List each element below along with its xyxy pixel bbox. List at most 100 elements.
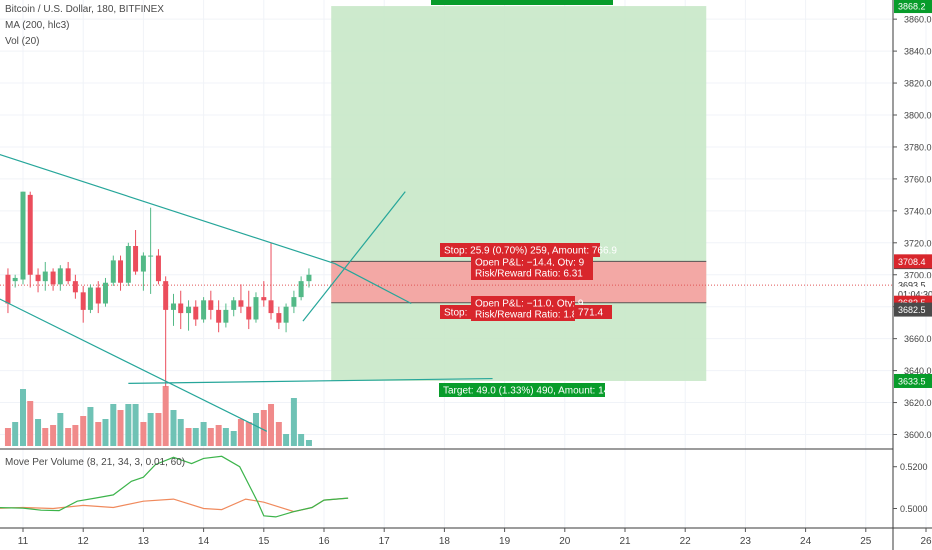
price-tick-label: 3780.0 — [904, 142, 932, 152]
price-tick-label: 3660.0 — [904, 334, 932, 344]
vol-legend[interactable]: Vol (20) — [5, 36, 40, 47]
symbol-title[interactable]: Bitcoin / U.S. Dollar, 180, BITFINEX — [5, 4, 164, 15]
stop-label-lower-left-bg — [440, 305, 472, 319]
time-tick-label: 11 — [18, 536, 29, 547]
volume-bar — [207, 428, 214, 446]
volume-bar — [65, 428, 72, 446]
volume-bar — [215, 425, 222, 446]
volume-bars — [4, 386, 312, 446]
trendline — [334, 263, 412, 305]
time-tick-label: 12 — [78, 536, 90, 547]
candle-body — [125, 245, 131, 283]
volume-bar — [275, 422, 282, 446]
price-badge-bg — [894, 302, 932, 317]
candle-body — [238, 300, 244, 307]
candle-body — [283, 306, 289, 323]
time-tick-label: 13 — [138, 536, 150, 547]
time-axis[interactable]: 11 12 13 14 15 16 17 18 19 20 21 22 23 24 25 26 — [18, 528, 932, 547]
price-badge: 01:04:30 — [898, 289, 932, 299]
candle-body — [5, 274, 11, 304]
candle-body — [72, 281, 78, 293]
candle-body — [223, 309, 229, 323]
volume-bar — [283, 434, 290, 446]
volume-bar — [95, 422, 102, 446]
price-tick-label: 3640.0 — [904, 366, 932, 376]
volume-bar — [27, 401, 34, 446]
candle-body — [291, 297, 297, 307]
candle-body — [155, 255, 161, 282]
osc-tick-label: 0.5200 — [900, 462, 928, 472]
pnl-label-lower-1: Open P&L: −11.0, Qty: 9 — [475, 299, 584, 310]
price-tick-label: 3800.0 — [904, 111, 932, 121]
position-zones — [0, 6, 893, 381]
volume-bar — [155, 413, 162, 446]
volume-bar — [87, 407, 94, 446]
price-badge: 3693.5 — [898, 281, 926, 291]
price-badge-bg — [894, 254, 932, 269]
price-axis[interactable]: 3600.03620.03640.03660.03680.03700.03720… — [893, 0, 932, 514]
oscillator-slow-line — [0, 497, 349, 513]
time-tick-label: 16 — [318, 536, 330, 547]
trendline — [0, 154, 336, 265]
volume-bar — [102, 419, 109, 446]
candle-body — [268, 300, 274, 314]
stop-label-lower-left: Stop: — [444, 308, 467, 319]
volume-bar — [57, 413, 64, 446]
volume-bar — [170, 410, 177, 446]
oscillator — [0, 455, 349, 518]
osc-tick-label: 0.5000 — [900, 504, 928, 514]
pnl-label-upper-2: Risk/Reward Ratio: 6.31 — [475, 269, 583, 280]
stop-label-upper-bg — [440, 243, 600, 257]
position-labels: Stop: 25.9 (0.70%) 259, Amount: 766.9 Ope… — [431, 0, 621, 397]
time-tick-label: 22 — [680, 536, 692, 547]
stop-label-lower-right: 771.4 — [578, 308, 603, 319]
volume-bar — [42, 428, 49, 446]
stop-label-upper: Stop: 25.9 (0.70%) 259, Amount: 766.9 — [444, 246, 617, 257]
price-badge: 3633.5 — [898, 376, 926, 386]
price-tick-label: 3620.0 — [904, 398, 932, 408]
target-label-bg — [439, 383, 605, 397]
candle-body — [306, 274, 312, 282]
volume-bar — [35, 419, 42, 446]
time-tick-label: 18 — [439, 536, 451, 547]
candle-body — [110, 260, 116, 283]
candle-body — [178, 303, 184, 314]
price-badge: 3708.4 — [898, 257, 926, 267]
candle-body — [20, 191, 26, 280]
candle-body — [186, 306, 192, 314]
candle-body — [87, 287, 93, 310]
price-badge: 3682.5 — [898, 305, 926, 315]
trendline — [0, 298, 268, 432]
volume-bar — [298, 434, 305, 446]
trendlines[interactable] — [0, 153, 493, 432]
pnl-label-lower-2: Risk/Reward Ratio: 1.89 — [475, 310, 583, 321]
candle-body — [118, 260, 124, 283]
volume-bar — [185, 428, 192, 446]
oscillator-legend[interactable]: Move Per Volume (8, 21, 34, 3, 0.01, 60) — [5, 457, 186, 468]
candle-body — [261, 297, 267, 301]
volume-bar — [50, 425, 57, 446]
volume-bar — [230, 431, 237, 446]
ma-legend[interactable]: MA (200, hlc3) — [5, 20, 70, 31]
candle-body — [208, 300, 214, 310]
volume-bar — [72, 425, 79, 446]
pnl-label-lower-1-bg — [471, 296, 575, 310]
candle-body — [35, 274, 41, 282]
volume-bar — [245, 422, 252, 446]
time-tick-label: 21 — [619, 536, 631, 547]
trendline — [302, 191, 406, 322]
price-badge-bg — [894, 0, 932, 14]
price-tick-label: 3700.0 — [904, 270, 932, 280]
candle-body — [246, 306, 252, 320]
candle-body — [133, 245, 139, 272]
price-tick-label: 3840.0 — [904, 47, 932, 57]
time-tick-label: 26 — [920, 536, 932, 547]
volume-bar — [140, 422, 147, 446]
candle-body — [276, 313, 282, 323]
time-tick-label: 15 — [258, 536, 270, 547]
volume-bar — [162, 386, 169, 446]
candle-body — [148, 255, 154, 257]
candle-body — [253, 297, 259, 320]
target-label: Target: 49.0 (1.33%) 490, Amount: 1441 — [443, 386, 621, 397]
